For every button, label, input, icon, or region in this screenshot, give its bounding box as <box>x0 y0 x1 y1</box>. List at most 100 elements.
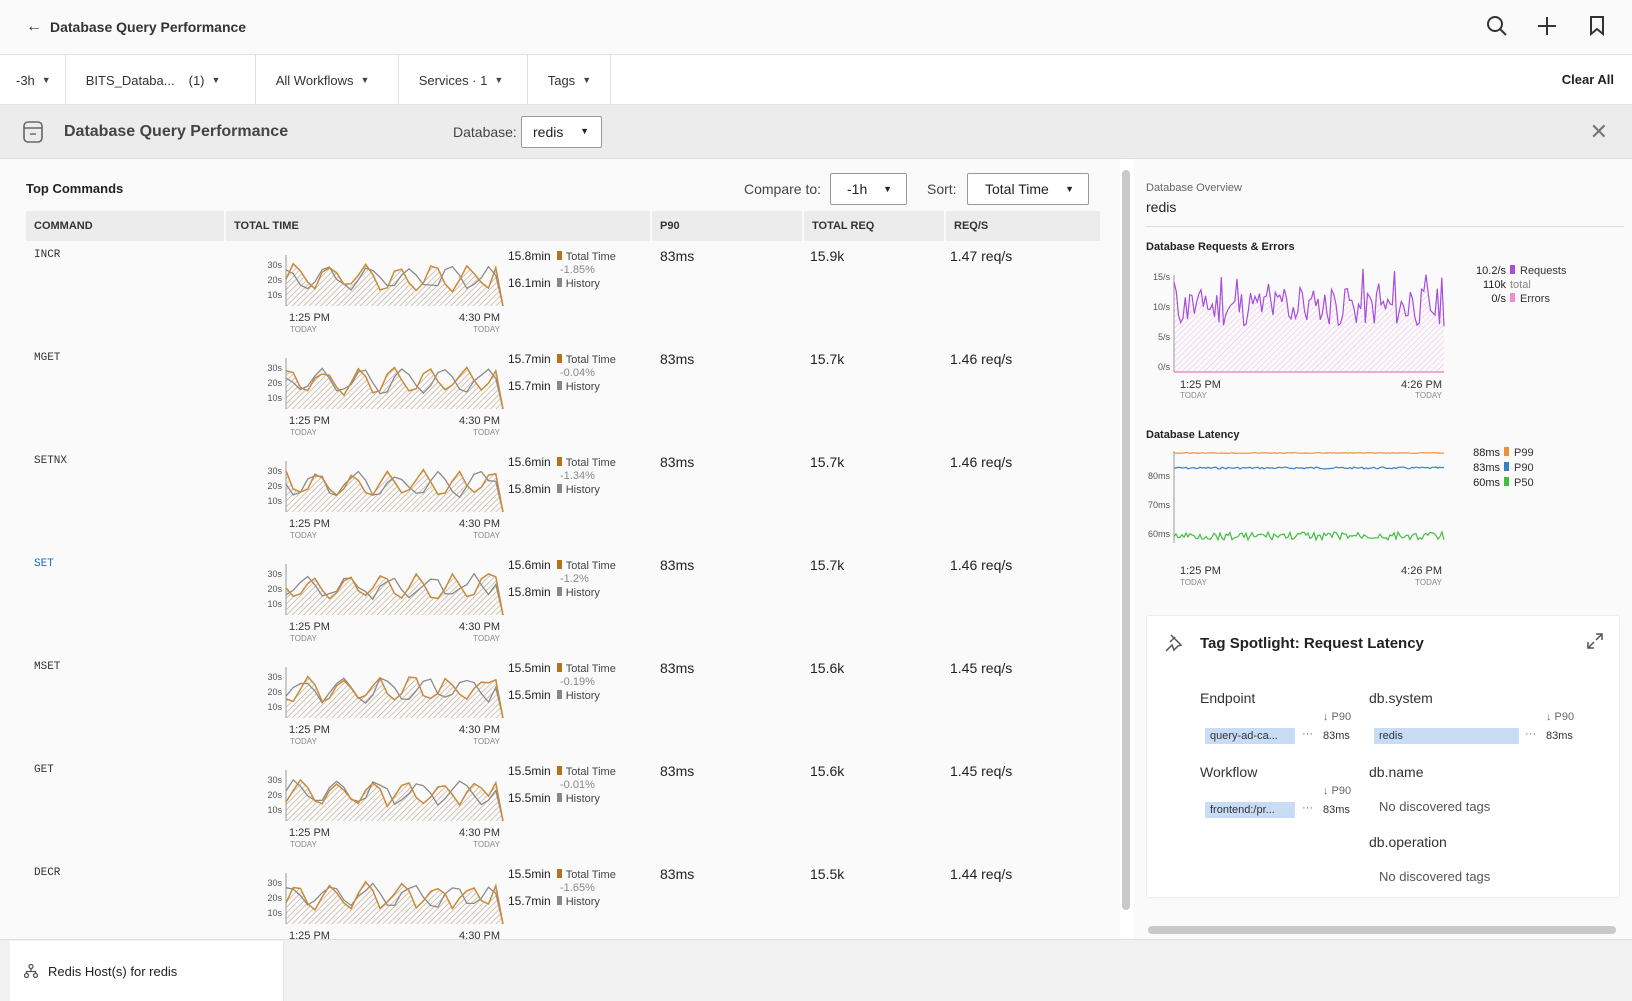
command-name: SETNX <box>34 455 68 467</box>
total-time-legend: Total Time <box>565 766 616 778</box>
redis-hosts-tab[interactable]: Redis Host(s) for redis <box>10 941 284 1001</box>
add-icon[interactable] <box>1534 13 1560 39</box>
x-tick-label: 4:30 PM <box>459 621 500 633</box>
col-total-req[interactable]: TOTAL REQ <box>804 211 944 241</box>
endpoint-p90-header: ↓ P90 <box>1323 711 1352 723</box>
history-legend: History <box>565 381 600 393</box>
p90-value: 83ms <box>660 763 695 779</box>
legend-swatch <box>1510 265 1515 274</box>
x-tick-sublabel: TODAY <box>290 325 317 334</box>
x-tick-sublabel: TODAY <box>290 840 317 849</box>
y-tick-label: 60ms <box>1148 529 1171 539</box>
environment-count: (1) <box>188 72 205 88</box>
horizontal-scrollbar[interactable] <box>1148 926 1616 934</box>
requests-area <box>1174 268 1444 372</box>
total-time-area <box>286 676 503 718</box>
req-s-value: 1.46 req/s <box>950 454 1013 470</box>
vertical-scrollbar[interactable] <box>1122 170 1130 910</box>
panel-title: Database Query Performance <box>64 122 289 140</box>
endpoint-p90-value: 83ms <box>1323 730 1350 742</box>
chevron-down-icon: ▼ <box>211 75 221 85</box>
command-name: INCR <box>34 249 61 261</box>
history-legend: History <box>565 587 600 599</box>
clear-all-button[interactable]: Clear All <box>1561 72 1614 87</box>
more-icon[interactable]: ··· <box>1302 728 1313 740</box>
x-tick-label: 4:30 PM <box>459 827 500 839</box>
more-icon[interactable]: ··· <box>1525 728 1536 740</box>
total-time-change: -0.19% <box>560 676 595 688</box>
total-time-area <box>286 469 503 512</box>
y-tick-label: 30s <box>267 260 282 270</box>
y-tick-label: 30s <box>267 672 282 682</box>
arrow-left-icon[interactable]: ← <box>26 18 42 35</box>
x-tick-label: 1:25 PM <box>289 621 330 633</box>
database-label: Database: <box>453 124 517 140</box>
workflow-tag-bar[interactable]: frontend:/pr... <box>1205 802 1295 818</box>
chevron-down-icon: ▼ <box>1065 184 1074 194</box>
table-row: GET 30s 20s 10s 1:25 PM 4:30 PM TODAY TODAY 15… <box>26 756 1100 859</box>
x-tick-label: 4:26 PM <box>1401 565 1442 577</box>
environment-filter[interactable]: BITS_Databa... (1) ▼ <box>66 55 256 105</box>
table-header: COMMAND TOTAL TIME P90 TOTAL REQ REQ/S <box>26 211 1100 241</box>
compare-label: Compare to: <box>744 181 822 197</box>
endpoint-label: Endpoint <box>1200 690 1256 706</box>
compare-select[interactable]: -1h ▼ <box>830 173 907 205</box>
x-tick-label: 1:25 PM <box>1180 565 1221 577</box>
y-tick-label: 20s <box>267 378 282 388</box>
history-legend: History <box>565 690 600 702</box>
database-overview-panel: Database Overview redis Database Request… <box>1134 159 1632 939</box>
db-system-tag-bar[interactable]: redis <box>1374 728 1519 744</box>
tags-filter[interactable]: Tags ▼ <box>528 55 611 105</box>
y-tick-label: 20s <box>267 790 282 800</box>
col-total-time[interactable]: TOTAL TIME <box>226 211 650 241</box>
search-icon[interactable] <box>1484 13 1510 39</box>
history-line <box>285 367 504 410</box>
x-tick-sublabel: TODAY <box>1415 578 1442 587</box>
sort-select[interactable]: Total Time ▼ <box>967 173 1089 205</box>
legend-label: P50 <box>1514 477 1534 489</box>
requests-chart-title: Database Requests & Errors <box>1146 241 1295 253</box>
col-p90[interactable]: P90 <box>652 211 802 241</box>
total-req-value: 15.7k <box>810 351 845 367</box>
legend-swatch <box>556 766 562 775</box>
more-icon[interactable]: ··· <box>1302 802 1313 814</box>
col-req-s[interactable]: REQ/S <box>946 211 1100 241</box>
history-legend: History <box>565 793 600 805</box>
y-tick-label: 0/s <box>1158 362 1171 372</box>
p90-value: 83ms <box>660 660 695 676</box>
legend-swatch <box>556 663 562 672</box>
legend-swatch <box>556 896 562 905</box>
y-tick-label: 30s <box>267 466 282 476</box>
total-req-value: 15.6k <box>810 763 845 779</box>
services-filter[interactable]: Services · 1 ▼ <box>399 55 528 105</box>
x-tick-label: 4:30 PM <box>459 518 500 530</box>
bookmark-icon[interactable] <box>1584 13 1610 39</box>
command-name: DECR <box>34 867 61 879</box>
y-tick-label: 30s <box>267 569 282 579</box>
y-tick-label: 10s <box>267 805 282 815</box>
expand-icon[interactable] <box>1587 633 1603 649</box>
workflows-filter[interactable]: All Workflows ▼ <box>256 55 399 105</box>
close-icon[interactable]: ✕ <box>1589 119 1608 144</box>
col-command[interactable]: COMMAND <box>26 211 224 241</box>
total-time-area <box>286 573 503 615</box>
database-select[interactable]: redis ▼ <box>521 116 602 148</box>
command-name[interactable]: SET <box>34 558 54 570</box>
db-operation-label: db.operation <box>1369 834 1447 850</box>
total-time-line <box>285 778 504 822</box>
time-range-filter[interactable]: -3h ▼ <box>0 55 66 105</box>
p99-line <box>1173 451 1445 455</box>
endpoint-tag-bar[interactable]: query-ad-ca... <box>1205 728 1295 744</box>
db-name-label: db.name <box>1369 764 1424 780</box>
total-time-summary: 15.6min Total Time -1.34% 15.8min History <box>508 455 616 497</box>
legend-value: 83ms <box>1473 462 1500 474</box>
chevron-down-icon: ▼ <box>883 184 892 194</box>
legend-swatch <box>1504 477 1509 486</box>
total-time-value: 15.6min <box>508 558 551 572</box>
x-tick-label: 1:25 PM <box>289 518 330 530</box>
